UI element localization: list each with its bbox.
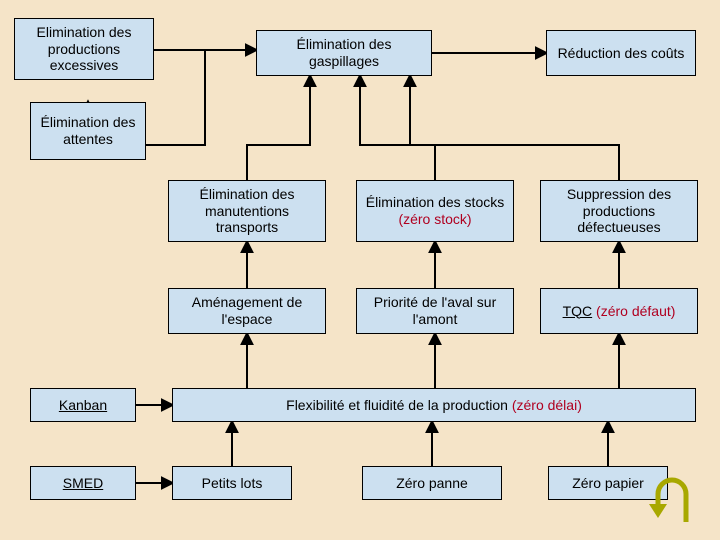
label: Zéro papier	[572, 475, 644, 492]
node-elimination-manutentions: Élimination des manutentions transports	[168, 180, 326, 242]
node-flexibilite: Flexibilité et fluidité de la production…	[172, 388, 696, 422]
node-amenagement-espace: Aménagement de l'espace	[168, 288, 326, 334]
node-suppression-defectueuses: Suppression des productions défectueuses	[540, 180, 698, 242]
node-zero-panne: Zéro panne	[362, 466, 502, 500]
node-tqc: TQC (zéro défaut)	[540, 288, 698, 334]
label-underline: Kanban	[59, 397, 107, 414]
uturn-icon	[646, 476, 702, 528]
label: Élimination des manutentions transports	[175, 186, 319, 236]
node-elimination-gaspillages: Élimination des gaspillages	[256, 30, 432, 76]
node-kanban: Kanban	[30, 388, 136, 422]
background	[0, 0, 720, 540]
label-highlight: (zéro stock)	[398, 211, 471, 227]
label-underline: TQC	[563, 303, 593, 319]
label: Élimination des attentes	[37, 114, 139, 148]
label: Zéro panne	[396, 475, 468, 492]
label-plain: Élimination des stocks	[366, 194, 505, 210]
node-priorite-aval: Priorité de l'aval sur l'amont	[356, 288, 514, 334]
node-reduction-couts: Réduction des coûts	[546, 30, 696, 76]
node-elimination-attentes: Élimination des attentes	[30, 102, 146, 160]
label-highlight: (zéro défaut)	[596, 303, 675, 319]
label: Petits lots	[202, 475, 263, 492]
label: Élimination des gaspillages	[263, 36, 425, 70]
label-plain: Flexibilité et fluidité de la production	[286, 397, 512, 413]
node-smed: SMED	[30, 466, 136, 500]
label-highlight: (zéro délai)	[512, 397, 582, 413]
node-elimination-productions-excessives: Elimination des productions excessives	[14, 18, 154, 80]
label: Aménagement de l'espace	[175, 294, 319, 328]
node-petits-lots: Petits lots	[172, 466, 292, 500]
label-underline: SMED	[63, 475, 103, 492]
node-elimination-stocks: Élimination des stocks (zéro stock)	[356, 180, 514, 242]
label: Suppression des productions défectueuses	[547, 186, 691, 236]
label: Réduction des coûts	[558, 45, 685, 62]
label: Priorité de l'aval sur l'amont	[363, 294, 507, 328]
label: Elimination des productions excessives	[21, 24, 147, 74]
